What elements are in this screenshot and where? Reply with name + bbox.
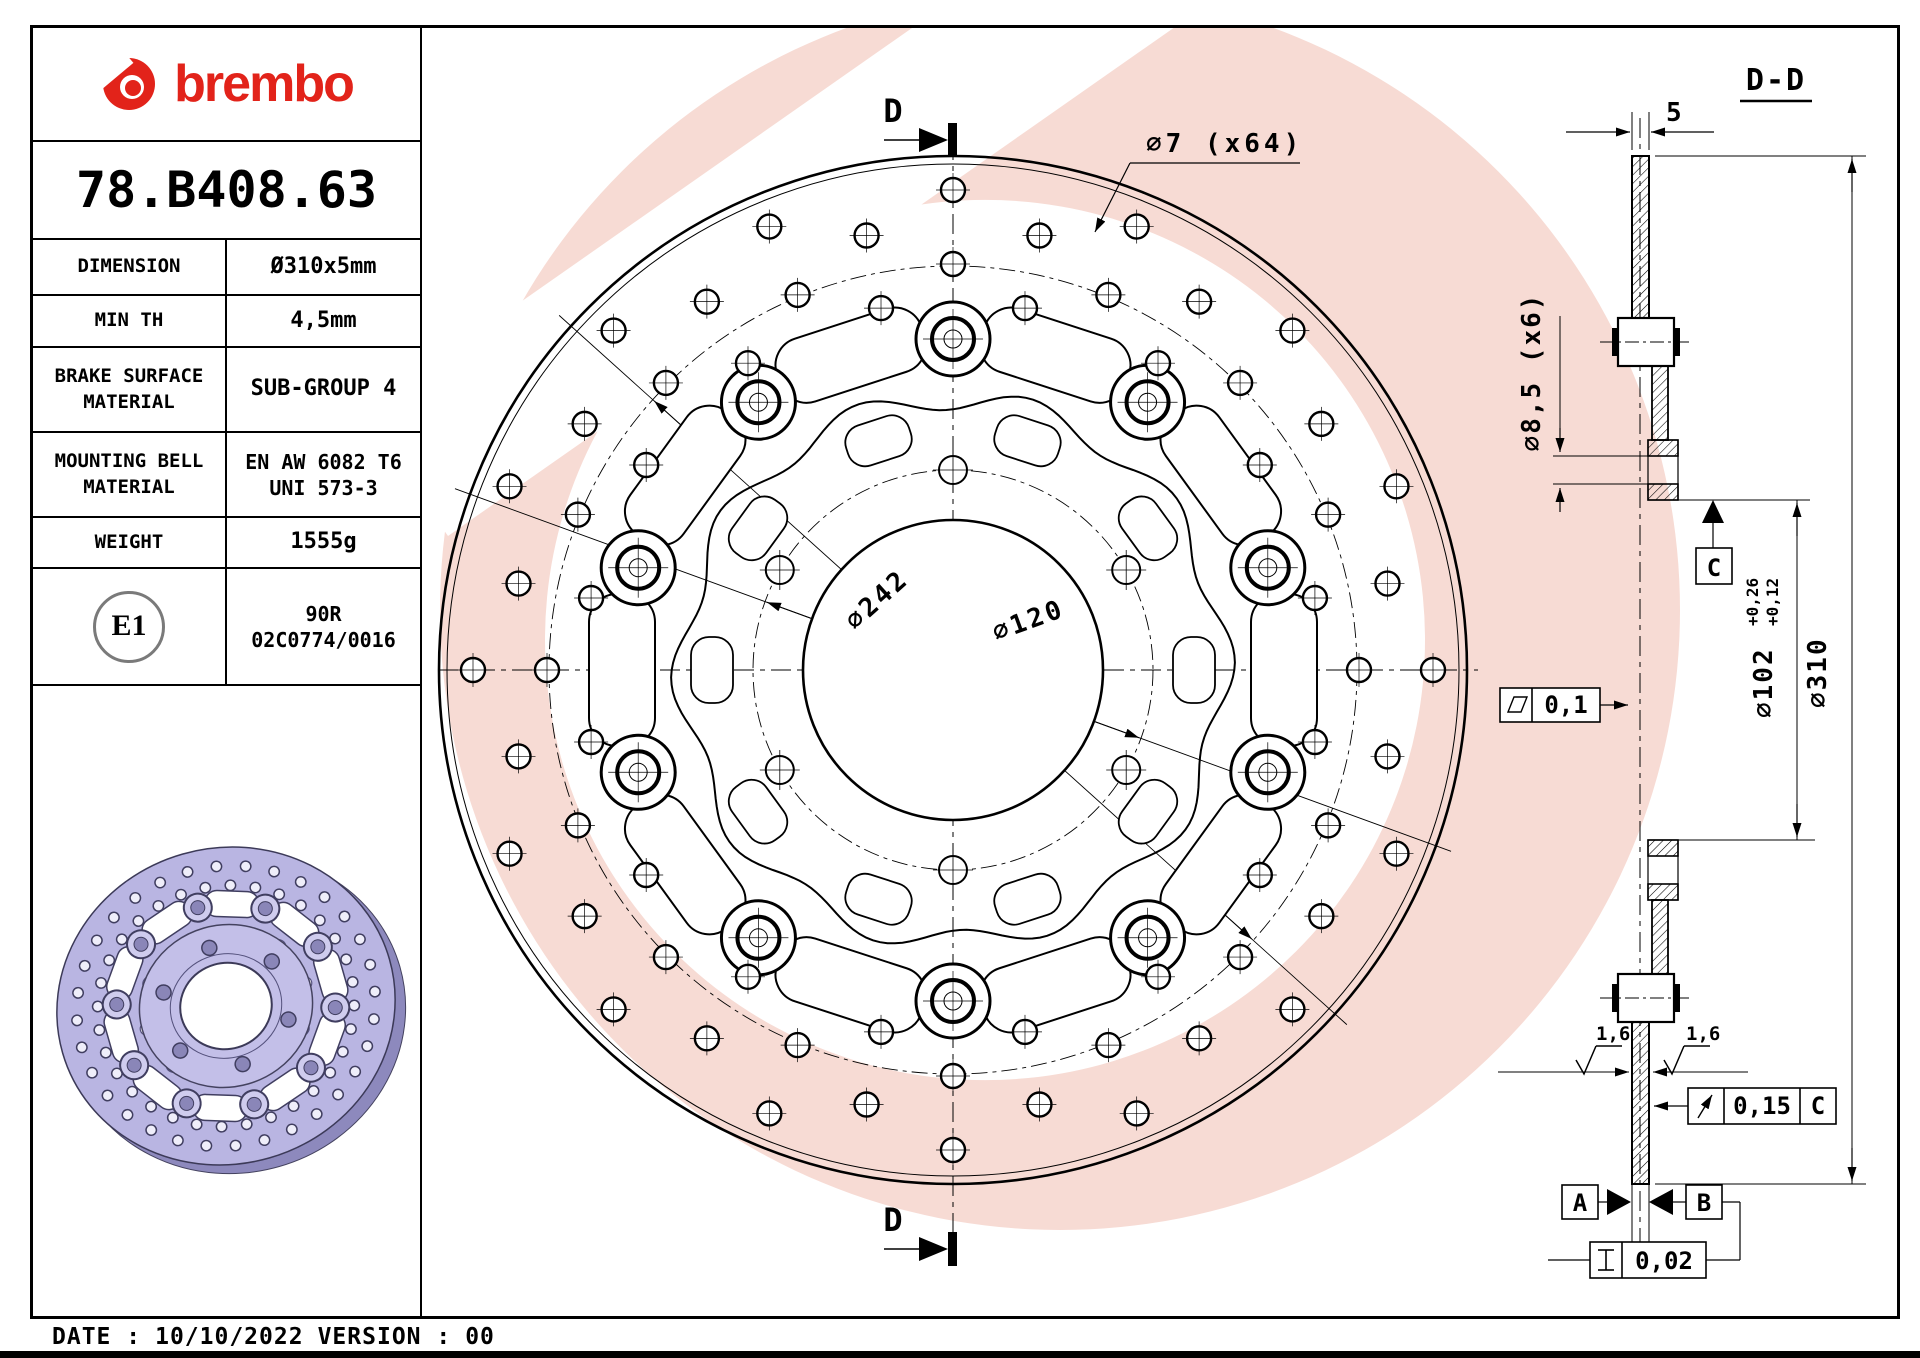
version-value: 00 xyxy=(465,1324,495,1350)
spec-label: WEIGHT xyxy=(33,518,227,567)
bottom-rule xyxy=(0,1351,1920,1358)
bell-holes-dimension-label: ∅8,5 (x6) xyxy=(1517,293,1547,452)
datum-b-label: B xyxy=(1697,1189,1711,1217)
flatness-tolerance-label: 0,1 xyxy=(1544,691,1587,719)
section-cut-marker-top: D xyxy=(883,92,957,157)
brand-header: brembo xyxy=(33,28,420,142)
roughness-left-label: 1,6 xyxy=(1596,1023,1630,1045)
disc-3d-render xyxy=(56,846,407,1175)
roughness-symbol-left: 1,6 xyxy=(1575,1023,1630,1076)
section-title: D-D xyxy=(1746,63,1806,98)
outer-dimension-label: ∅310 xyxy=(1803,637,1833,708)
spec-value: SUB-GROUP 4 xyxy=(250,376,397,402)
e1-homologation-badge: E1 xyxy=(93,590,165,663)
datum-c-label: C xyxy=(1707,554,1721,582)
disc-3d-render-panel xyxy=(33,686,420,1316)
spec-label: DIMENSION xyxy=(33,240,227,294)
spec-value: EN AW 6082 T6 UNI 573-3 xyxy=(227,433,420,516)
section-marker-bottom-label: D xyxy=(883,1201,902,1239)
material-line-1: EN AW 6082 T6 xyxy=(245,449,402,474)
homologation-line-1: 90R xyxy=(305,601,342,626)
runout-datum-label: C xyxy=(1811,1092,1825,1120)
roughness-right-label: 1,6 xyxy=(1686,1023,1720,1045)
spec-value: 1555g xyxy=(290,529,357,555)
pilot-dimension-label: ∅102 xyxy=(1749,647,1779,718)
thickness-dimension-label: 5 xyxy=(1666,98,1682,128)
spec-row-homologation: E1 90R 02C0774/0016 xyxy=(33,569,420,686)
footer-revision-line: DATE : 10/10/2022 VERSION : 00 xyxy=(52,1324,509,1350)
brand-wordmark: brembo xyxy=(174,55,355,113)
parallelism-symbol xyxy=(1598,1249,1614,1271)
pilot-tolerance-lower: +0,12 xyxy=(1763,578,1782,626)
part-number: 78.B408.63 xyxy=(33,142,420,240)
homologation-line-2: 02C0774/0016 xyxy=(251,627,396,652)
material-line-2: UNI 573-3 xyxy=(269,475,378,500)
spec-label: MOUNTING BELL MATERIAL xyxy=(33,433,227,516)
spec-row-weight: WEIGHT 1555g xyxy=(33,518,420,569)
roughness-symbol-right: 1,6 xyxy=(1663,1023,1720,1076)
section-cut-marker-bottom: D xyxy=(883,1201,957,1266)
datum-a-label: A xyxy=(1573,1189,1588,1217)
front-view-annotations: ∅7 (x64) ∅242 ∅120 D D xyxy=(840,92,1303,1266)
spec-value: 4,5mm xyxy=(290,307,357,333)
section-view: D-D xyxy=(1498,63,1866,1279)
spec-label: MIN TH xyxy=(33,296,227,346)
spec-row-min-th: MIN TH 4,5mm xyxy=(33,296,420,348)
homologation-code-cell: 90R 02C0774/0016 xyxy=(227,569,420,684)
pilot-tolerance-upper: +0,26 xyxy=(1743,578,1762,626)
holes-dimension-label: ∅7 (x64) xyxy=(1146,129,1303,159)
spec-row-mounting-bell: MOUNTING BELL MATERIAL EN AW 6082 T6 UNI… xyxy=(33,433,420,518)
flatness-symbol xyxy=(1506,696,1529,713)
title-block: brembo 78.B408.63 DIMENSION Ø310x5mm MIN… xyxy=(30,25,422,1319)
runout-symbol xyxy=(1697,1094,1713,1119)
front-view-geometry xyxy=(437,140,1478,1249)
date-label: DATE : xyxy=(52,1324,142,1350)
homologation-badge-cell: E1 xyxy=(33,569,227,684)
spec-value: Ø310x5mm xyxy=(270,253,377,279)
version-label: VERSION : xyxy=(317,1324,452,1350)
spec-row-brake-surface: BRAKE SURFACE MATERIAL SUB-GROUP 4 xyxy=(33,348,420,433)
parallelism-tolerance-label: 0,02 xyxy=(1635,1247,1693,1275)
brembo-watermark xyxy=(432,28,1680,1230)
brembo-logo-icon xyxy=(100,53,156,110)
date-value: 10/10/2022 xyxy=(155,1324,304,1350)
runout-tolerance-label: 0,15 xyxy=(1733,1092,1791,1120)
section-marker-top-label: D xyxy=(883,92,902,130)
spec-row-dimension: DIMENSION Ø310x5mm xyxy=(33,240,420,296)
spec-label: BRAKE SURFACE MATERIAL xyxy=(33,348,227,431)
